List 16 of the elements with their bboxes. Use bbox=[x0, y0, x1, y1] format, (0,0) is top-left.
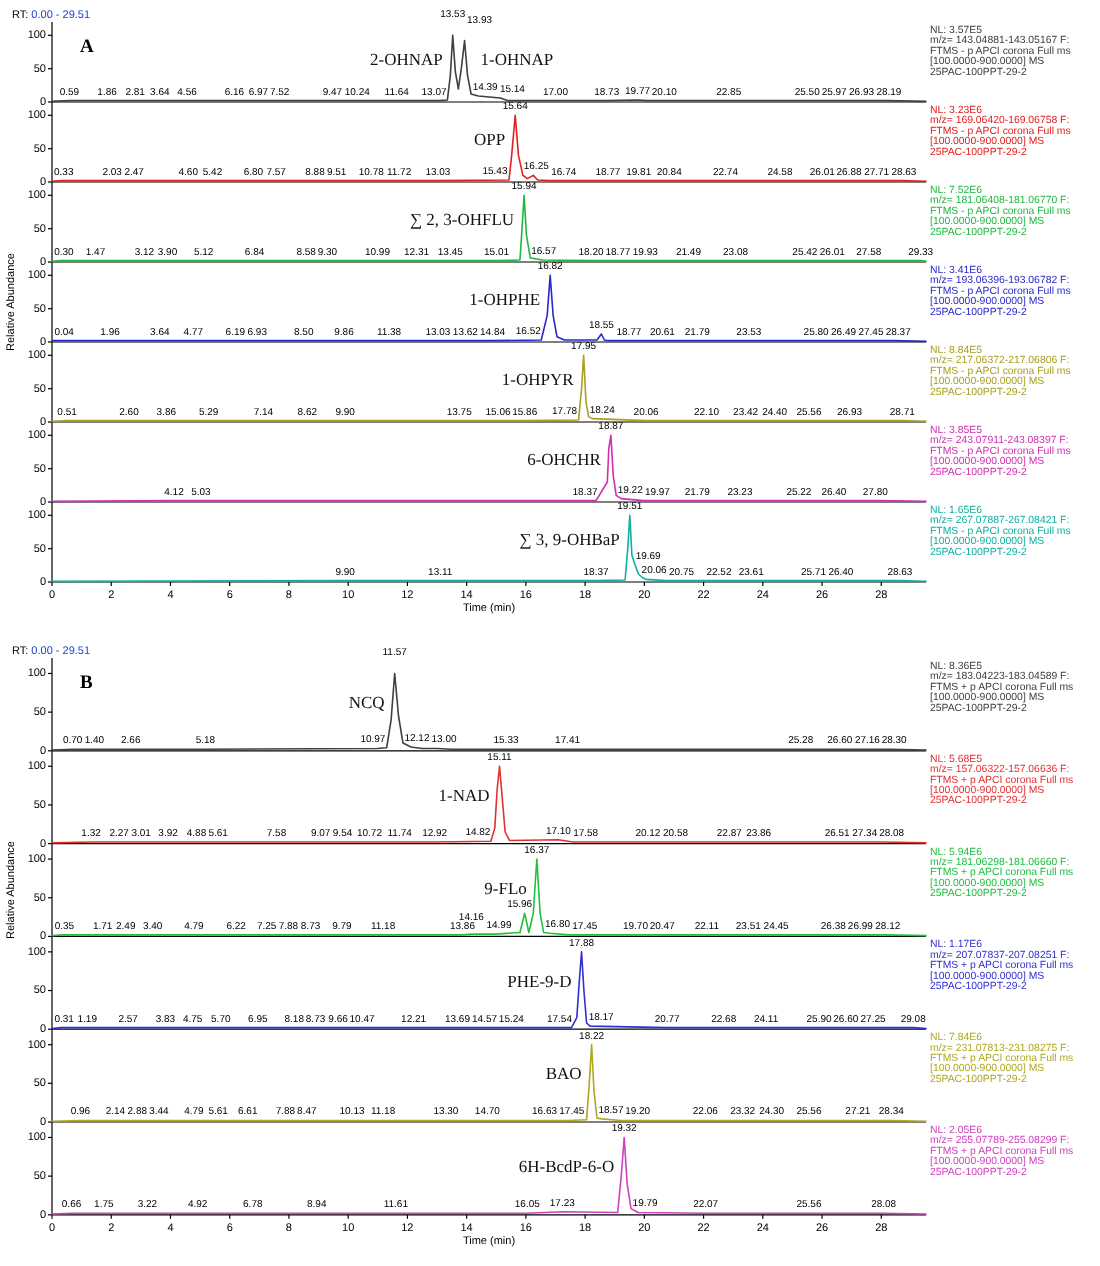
series-label: 1-OHPYR bbox=[501, 369, 575, 390]
series-label: 6H-BcdP-6-O bbox=[518, 1156, 615, 1177]
series-label: ∑ 3, 9-OHBaP bbox=[519, 529, 621, 550]
series-label: 6-OHCHR bbox=[527, 449, 602, 470]
series-label: ∑ 2, 3-OHFLU bbox=[409, 209, 515, 230]
series-label: PHE-9-D bbox=[507, 970, 572, 991]
series-label: NCQ bbox=[348, 692, 385, 713]
series-label: 2-OHNAP bbox=[369, 49, 444, 70]
series-label: 9-FLo bbox=[484, 877, 527, 898]
series-label: 1-OHPHE bbox=[469, 289, 541, 310]
series-label: BAO bbox=[545, 1063, 582, 1084]
series-label: OPP bbox=[474, 129, 506, 150]
text: A bbox=[80, 38, 94, 58]
text: B bbox=[80, 674, 94, 694]
series-label: 1-OHNAP bbox=[480, 49, 554, 70]
series-label: 1-NAD bbox=[438, 784, 490, 805]
